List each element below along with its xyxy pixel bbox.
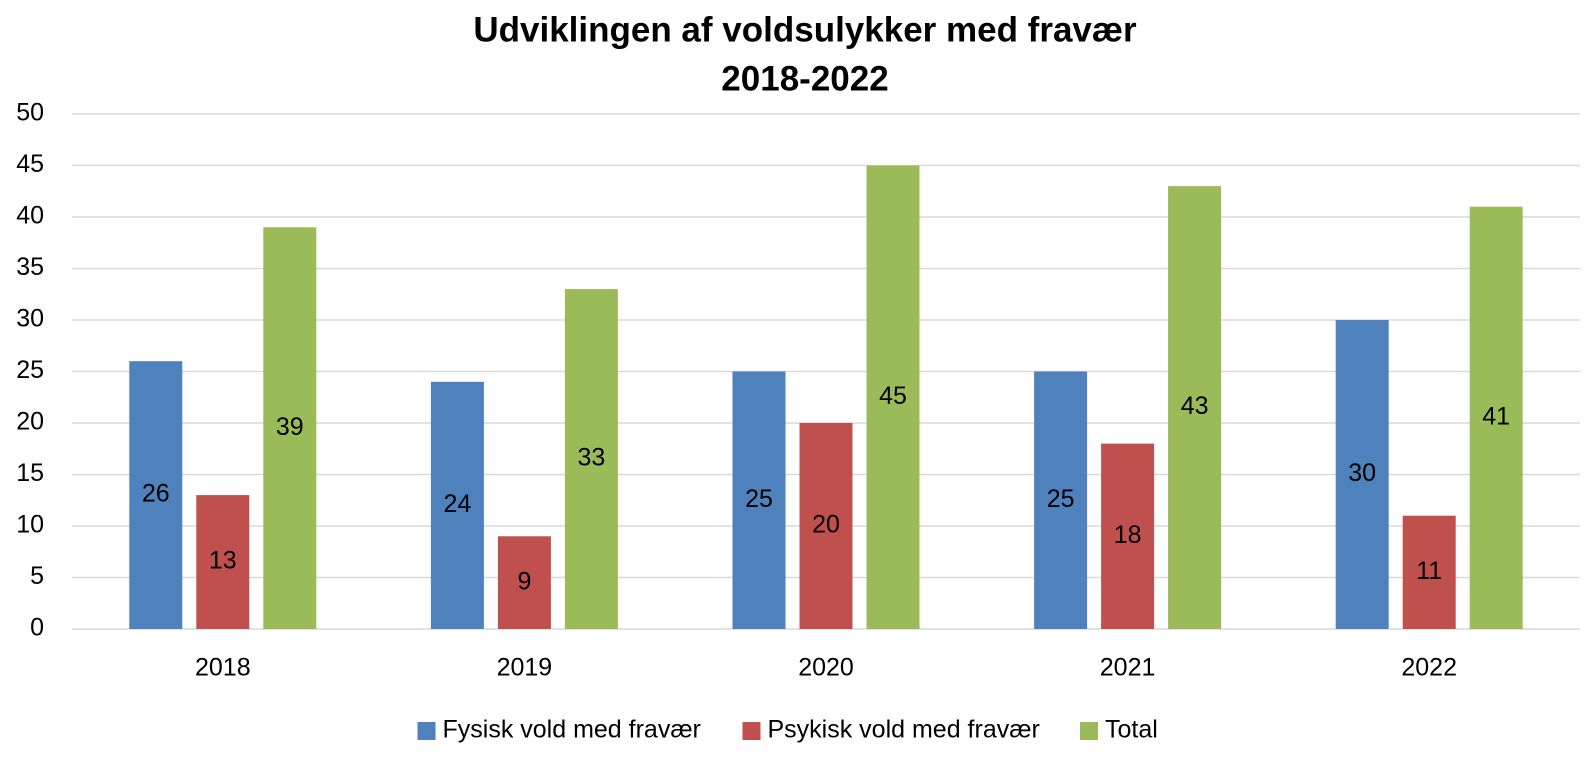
bar (866, 165, 920, 629)
data-label: 11 (1416, 557, 1442, 585)
bar (1469, 206, 1523, 629)
data-label: 18 (1114, 521, 1142, 549)
data-label: 9 (517, 567, 531, 595)
legend-label: Total (1105, 716, 1158, 744)
y-tick-label: 35 (16, 253, 44, 281)
legend-swatch (417, 722, 436, 740)
legend-label: Psykisk vold med fravær (768, 716, 1040, 744)
data-label: 13 (209, 547, 237, 575)
y-tick-label: 15 (16, 459, 44, 487)
chart-subtitle: 2018-2022 (721, 59, 888, 98)
legend-swatch (1080, 722, 1098, 740)
bar (732, 371, 786, 629)
bar (196, 495, 250, 629)
y-tick-label: 10 (16, 511, 44, 539)
y-tick-label: 30 (16, 305, 44, 333)
y-tick-label: 0 (30, 614, 44, 642)
data-label: 25 (745, 485, 773, 513)
bar (1101, 443, 1155, 629)
data-label: 43 (1181, 392, 1209, 420)
data-label: 24 (443, 490, 471, 518)
bar (263, 227, 317, 630)
data-label: 45 (879, 382, 907, 410)
x-tick-label: 2020 (798, 654, 854, 682)
bar (1335, 320, 1389, 629)
x-tick-label: 2018 (195, 654, 251, 682)
data-label: 26 (142, 480, 170, 508)
x-tick-label: 2019 (497, 654, 553, 682)
y-tick-label: 45 (16, 150, 44, 178)
legend-swatch (742, 722, 761, 740)
bar (1402, 515, 1456, 629)
y-tick-label: 25 (16, 356, 44, 384)
y-tick-label: 5 (30, 562, 44, 590)
y-tick-label: 50 (16, 99, 44, 127)
bar (430, 381, 484, 629)
bar (1034, 371, 1088, 629)
data-label: 25 (1047, 485, 1075, 513)
y-tick-label: 20 (16, 408, 44, 436)
bar (497, 536, 551, 629)
bar (564, 289, 618, 629)
bar (799, 423, 853, 629)
legend-label: Fysisk vold med fravær (443, 716, 701, 744)
data-label: 30 (1348, 459, 1376, 487)
data-label: 20 (812, 511, 840, 539)
bar (129, 361, 183, 629)
data-label: 41 (1482, 402, 1510, 430)
x-tick-label: 2022 (1401, 654, 1457, 682)
y-tick-label: 40 (16, 202, 44, 230)
chart-title: Udviklingen af voldsulykker med fravær (473, 10, 1137, 49)
data-label: 33 (577, 444, 605, 472)
data-label: 39 (276, 413, 304, 441)
bar (1168, 186, 1222, 629)
x-tick-label: 2021 (1100, 654, 1156, 682)
